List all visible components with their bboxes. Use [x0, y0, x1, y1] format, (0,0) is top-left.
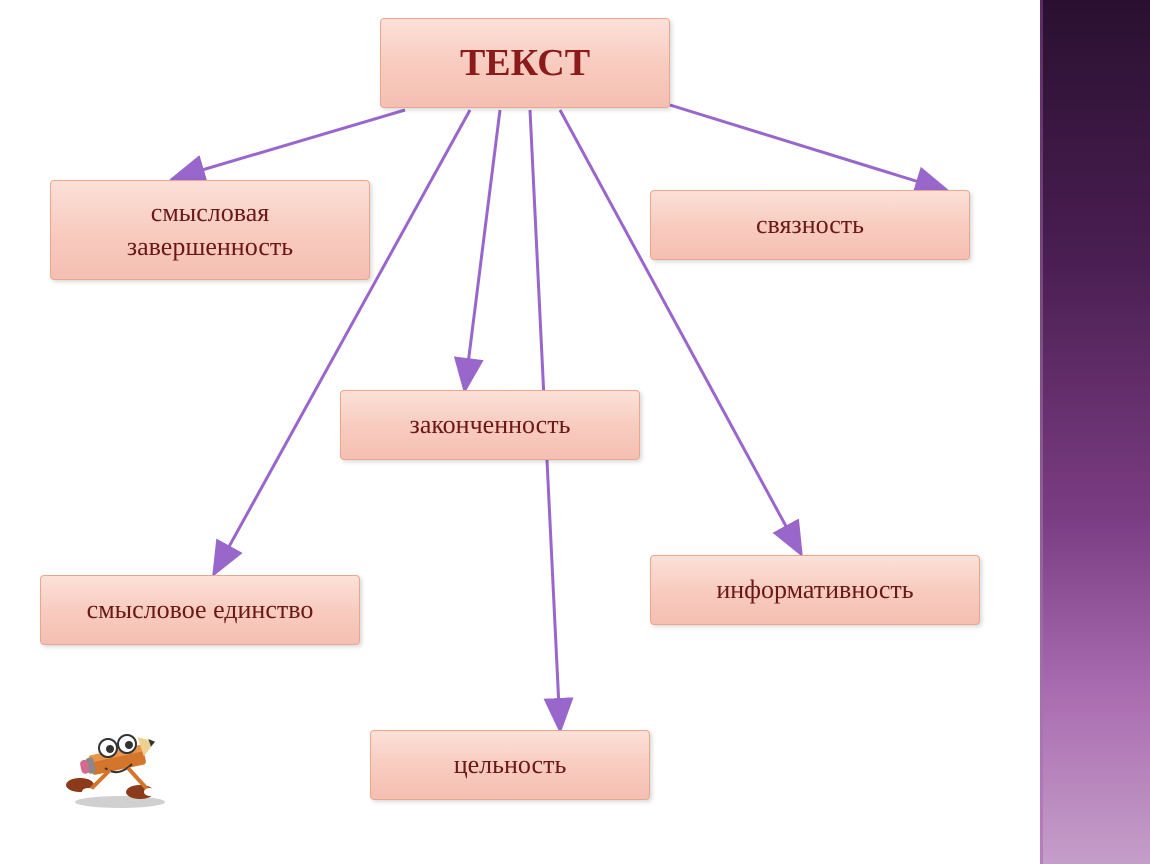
child-node-4: информативность: [650, 555, 980, 625]
child-label-2: законченность: [410, 408, 571, 442]
child-label-5: цельность: [454, 748, 567, 782]
child-node-5: цельность: [370, 730, 650, 800]
right-sidebar-decoration: [1040, 0, 1150, 864]
child-label-3: смысловое единство: [87, 593, 314, 627]
child-label-4: информативность: [716, 573, 913, 607]
root-node: ТЕКСТ: [380, 18, 670, 108]
child-label-0: смысловая завершенность: [67, 196, 353, 264]
child-node-2: законченность: [340, 390, 640, 460]
child-node-1: связность: [650, 190, 970, 260]
pencil-character-icon: [60, 720, 180, 810]
child-node-0: смысловая завершенность: [50, 180, 370, 280]
child-label-1: связность: [756, 208, 864, 242]
root-label: ТЕКСТ: [460, 41, 590, 85]
child-node-3: смысловое единство: [40, 575, 360, 645]
